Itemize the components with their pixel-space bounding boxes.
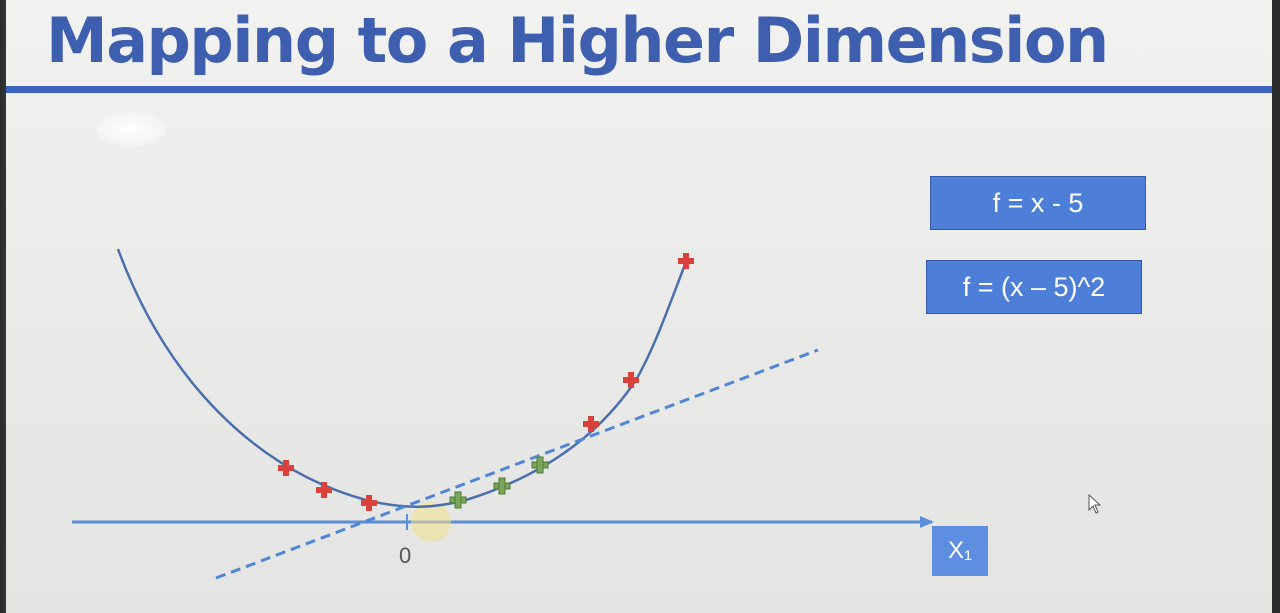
- plus-marker-icon: [361, 495, 377, 511]
- plus-marker-icon: [493, 477, 511, 495]
- pointer-highlight: [411, 502, 451, 542]
- plus-marker-icon: [449, 491, 467, 509]
- plus-marker-icon: [278, 460, 294, 476]
- mouse-pointer-icon: [1088, 494, 1102, 514]
- origin-label: 0: [399, 543, 412, 568]
- parabola-curve: [116, 248, 688, 509]
- monitor-bezel: [1272, 0, 1280, 613]
- plus-marker-icon: [316, 482, 332, 498]
- plus-marker-icon: [678, 253, 694, 269]
- plus-marker-icon: [623, 372, 639, 388]
- title-underline: [6, 86, 1272, 93]
- plus-marker-icon: [583, 416, 599, 432]
- screen-glare: [96, 112, 166, 146]
- red-markers: [278, 253, 694, 511]
- presentation-slide: Mapping to a Higher Dimension: [6, 0, 1272, 613]
- separating-line: [215, 348, 819, 580]
- formula-button-quadratic[interactable]: f = (x – 5)^2: [926, 260, 1142, 314]
- slide-title: Mapping to a Higher Dimension: [46, 4, 1109, 77]
- plus-marker-icon: [531, 456, 549, 474]
- plot-area: [72, 248, 934, 580]
- green-markers: [449, 456, 549, 509]
- formula-button-linear[interactable]: f = x - 5: [930, 176, 1146, 230]
- axis-label-x1: X₁: [932, 526, 988, 576]
